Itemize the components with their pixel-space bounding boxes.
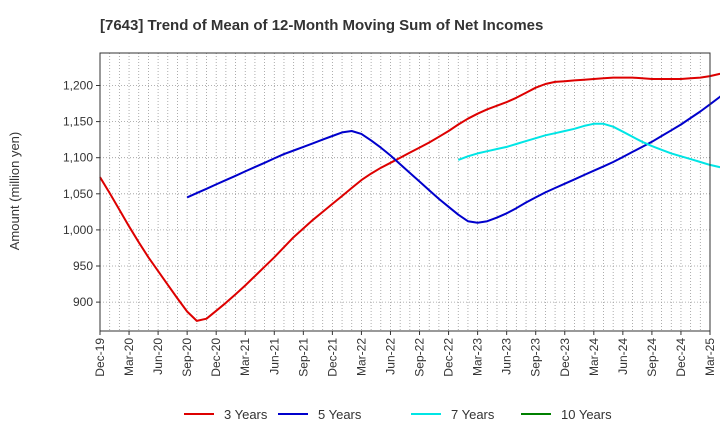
x-tick-label: Sep-21	[296, 338, 310, 377]
series-line-5-years	[186, 95, 720, 224]
legend-label-5-years: 5 Years	[318, 407, 362, 422]
x-tick-label: Sep-24	[645, 338, 659, 377]
y-tick-label: 1,050	[63, 187, 93, 201]
chart-title: [7643] Trend of Mean of 12-Month Moving …	[100, 17, 543, 34]
legend-label-3-years: 3 Years	[224, 407, 268, 422]
x-tick-label: Mar-20	[122, 338, 136, 376]
x-tick-label: Dec-22	[442, 338, 456, 377]
y-tick-label: 900	[73, 295, 93, 309]
series-lines	[99, 72, 720, 322]
x-tick-label: Jun-23	[500, 338, 514, 375]
x-tick-label: Mar-21	[238, 338, 252, 376]
legend-label-7-years: 7 Years	[451, 407, 495, 422]
y-tick-label: 1,200	[63, 78, 93, 92]
x-tick-label: Dec-20	[209, 338, 223, 377]
x-tick-label: Dec-21	[325, 338, 339, 377]
series-line-3-years	[99, 72, 720, 322]
x-tick-label: Jun-20	[151, 338, 165, 375]
plot-area	[100, 53, 710, 331]
y-axis-label: Amount (million yen)	[7, 132, 22, 251]
y-tick-label: 950	[73, 259, 93, 273]
x-tick-label: Jun-21	[267, 338, 281, 375]
x-tick-label: Sep-23	[529, 338, 543, 377]
x-tick-label: Mar-22	[354, 338, 368, 376]
x-tick-label: Dec-23	[558, 338, 572, 377]
y-tick-label: 1,100	[63, 151, 93, 165]
x-tick-label: Sep-22	[413, 338, 427, 377]
x-tick-label: Jun-24	[616, 338, 630, 375]
y-tick-label: 1,150	[63, 115, 93, 129]
x-tick-label: Dec-19	[93, 338, 107, 377]
x-tick-label: Jun-22	[383, 338, 397, 375]
legend: 3 Years 5 Years 7 Years 10 Years	[184, 407, 612, 422]
x-tick-label: Dec-24	[674, 338, 688, 377]
y-ticks: 900 950 1,000 1,050 1,100 1,150 1,200	[63, 78, 100, 309]
x-tick-label: Mar-24	[587, 338, 601, 376]
x-tick-label: Sep-20	[180, 338, 194, 377]
plot-frame	[99, 52, 711, 332]
grid	[100, 53, 710, 331]
y-tick-label: 1,000	[63, 223, 93, 237]
x-tick-label: Mar-25	[703, 338, 717, 376]
legend-label-10-years: 10 Years	[561, 407, 612, 422]
x-ticks: Dec-19 Mar-20 Jun-20 Sep-20 Dec-20 Mar-21 Jun-…	[93, 331, 717, 377]
series-line-7-years	[457, 122, 720, 169]
x-tick-label: Mar-23	[471, 338, 485, 376]
